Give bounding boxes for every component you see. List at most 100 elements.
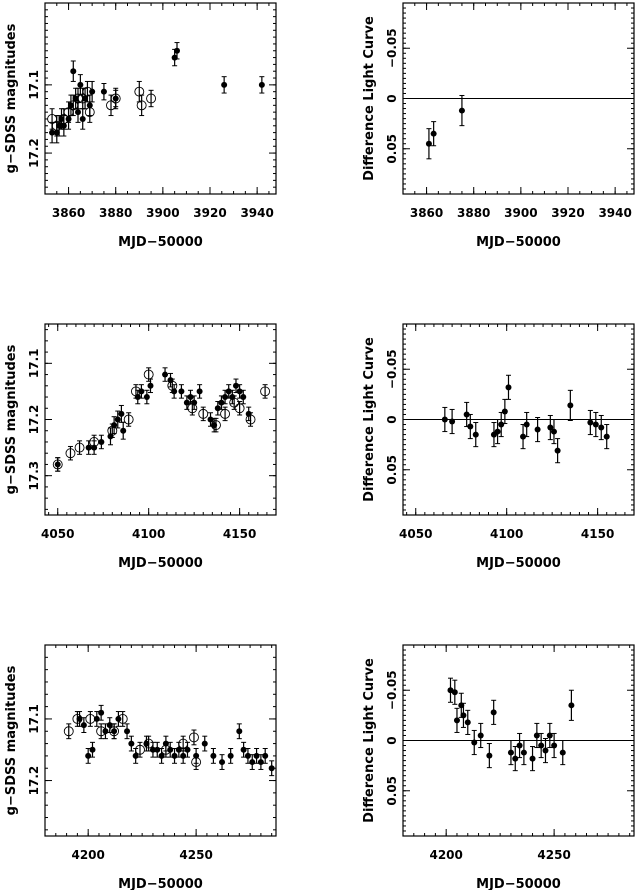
- y-axis-label: g−SDSS magnitudes: [4, 344, 19, 494]
- data-point-filled: [559, 749, 566, 756]
- data-point-filled: [453, 717, 460, 724]
- data-point-filled: [132, 752, 139, 759]
- data-point-filled: [218, 399, 225, 406]
- data-point-open: [146, 93, 157, 104]
- y-tick-label: 17.2: [27, 766, 41, 796]
- data-point-filled: [82, 95, 89, 102]
- data-point-filled: [147, 382, 154, 389]
- data-point-filled: [221, 81, 228, 88]
- x-tick-label: 4200: [429, 848, 462, 862]
- x-axis-label: MJD−50000: [476, 556, 561, 571]
- x-axis-label: MJD−50000: [118, 877, 203, 890]
- data-point-open: [117, 713, 128, 724]
- data-point-open: [52, 459, 63, 470]
- data-points: [425, 94, 465, 160]
- data-point-open: [82, 86, 93, 97]
- data-point-filled: [187, 394, 194, 401]
- data-point-filled: [451, 689, 458, 696]
- data-point-filled: [554, 447, 561, 454]
- data-point-filled: [262, 752, 269, 759]
- data-point-filled: [128, 740, 135, 747]
- data-point-filled: [467, 423, 474, 430]
- x-tick-label: 3900: [504, 206, 537, 220]
- data-point-filled: [534, 426, 541, 433]
- data-point-filled: [225, 388, 232, 395]
- data-point-open: [229, 397, 240, 408]
- data-point-open: [187, 403, 198, 414]
- y-axis-label: Difference Light Curve: [362, 16, 377, 181]
- data-point-filled: [512, 755, 519, 762]
- data-point-filled: [85, 752, 92, 759]
- x-tick-label: 4250: [537, 848, 570, 862]
- x-tick-label: 3880: [99, 206, 132, 220]
- data-point-filled: [501, 408, 508, 415]
- y-tick-label: 17.2: [27, 138, 41, 168]
- series-filled-circles: [49, 42, 265, 144]
- series-open-circles: [63, 711, 202, 770]
- data-point-filled: [490, 709, 497, 716]
- series-filled-circles: [54, 367, 252, 472]
- data-point-filled: [79, 115, 86, 122]
- x-tick-label: 3940: [598, 206, 631, 220]
- data-point-open: [160, 744, 171, 755]
- data-point-filled: [587, 419, 594, 426]
- x-tick-label: 4150: [581, 527, 614, 541]
- data-point-filled: [533, 732, 540, 739]
- data-point-filled: [268, 765, 275, 772]
- data-point-open: [109, 726, 120, 737]
- data-point-filled: [196, 388, 203, 395]
- y-tick-label: 0.05: [385, 134, 399, 164]
- chart-panel-6: 4200 4250 −0.05 0 0.05 MJD−50000 Difference Li…: [362, 644, 635, 890]
- y-axis-label: g−SDSS magnitudes: [4, 23, 19, 173]
- chart-panel-5: 4200 4250 17.1 17.2 MJD−50000 g−SDSS magnitud…: [4, 644, 277, 890]
- x-tick-label: 4100: [490, 527, 523, 541]
- data-point-filled: [598, 424, 605, 431]
- data-point-filled: [72, 95, 79, 102]
- data-point-filled: [592, 421, 599, 428]
- data-point-filled: [471, 739, 478, 746]
- data-point-filled: [124, 728, 131, 735]
- data-point-open: [211, 420, 221, 431]
- y-axis-label: g−SDSS magnitudes: [4, 665, 19, 815]
- data-point-filled: [219, 759, 226, 766]
- y-tick-label: 0.05: [385, 455, 399, 485]
- data-point-open: [245, 414, 256, 425]
- data-point-open: [110, 93, 121, 104]
- data-point-filled: [58, 115, 65, 122]
- data-point-filled: [171, 752, 178, 759]
- data-point-filled: [520, 749, 527, 756]
- x-tick-label: 4050: [399, 527, 432, 541]
- data-point-filled: [567, 402, 574, 409]
- data-point-open: [134, 86, 145, 97]
- data-point-open: [198, 408, 209, 419]
- plot-frame: [44, 323, 277, 516]
- data-point-filled: [56, 122, 63, 129]
- data-point-open: [51, 120, 62, 131]
- data-point-open: [189, 732, 199, 743]
- chart-panel-1: 3860 3880 3900 3920 3940 17.1 17.2 MJD−50000 g−S…: [4, 2, 277, 250]
- data-point-filled: [460, 712, 467, 719]
- data-point-filled: [441, 416, 448, 423]
- data-point-filled: [257, 759, 264, 766]
- series-filled-circles: [425, 94, 465, 160]
- data-point-filled: [138, 388, 145, 395]
- data-point-filled: [538, 742, 545, 749]
- data-point-filled: [98, 709, 105, 716]
- data-point-open: [234, 403, 245, 414]
- x-axis-label: MJD−50000: [476, 235, 561, 250]
- data-point-filled: [529, 755, 536, 762]
- data-point-open: [74, 442, 85, 453]
- data-point-open: [89, 437, 100, 447]
- data-point-filled: [520, 433, 527, 440]
- data-point-filled: [149, 746, 156, 753]
- y-tick-label: −0.05: [385, 349, 399, 389]
- y-tick-label: 17.1: [27, 349, 41, 379]
- data-point-filled: [547, 424, 554, 431]
- x-axis-label: MJD−50000: [118, 556, 203, 571]
- data-points: [441, 374, 610, 464]
- y-tick-label: 17.3: [27, 461, 41, 491]
- data-point-filled: [458, 107, 465, 114]
- data-point-filled: [76, 715, 83, 722]
- data-point-filled: [463, 411, 470, 418]
- y-tick-label: 17.1: [27, 704, 41, 734]
